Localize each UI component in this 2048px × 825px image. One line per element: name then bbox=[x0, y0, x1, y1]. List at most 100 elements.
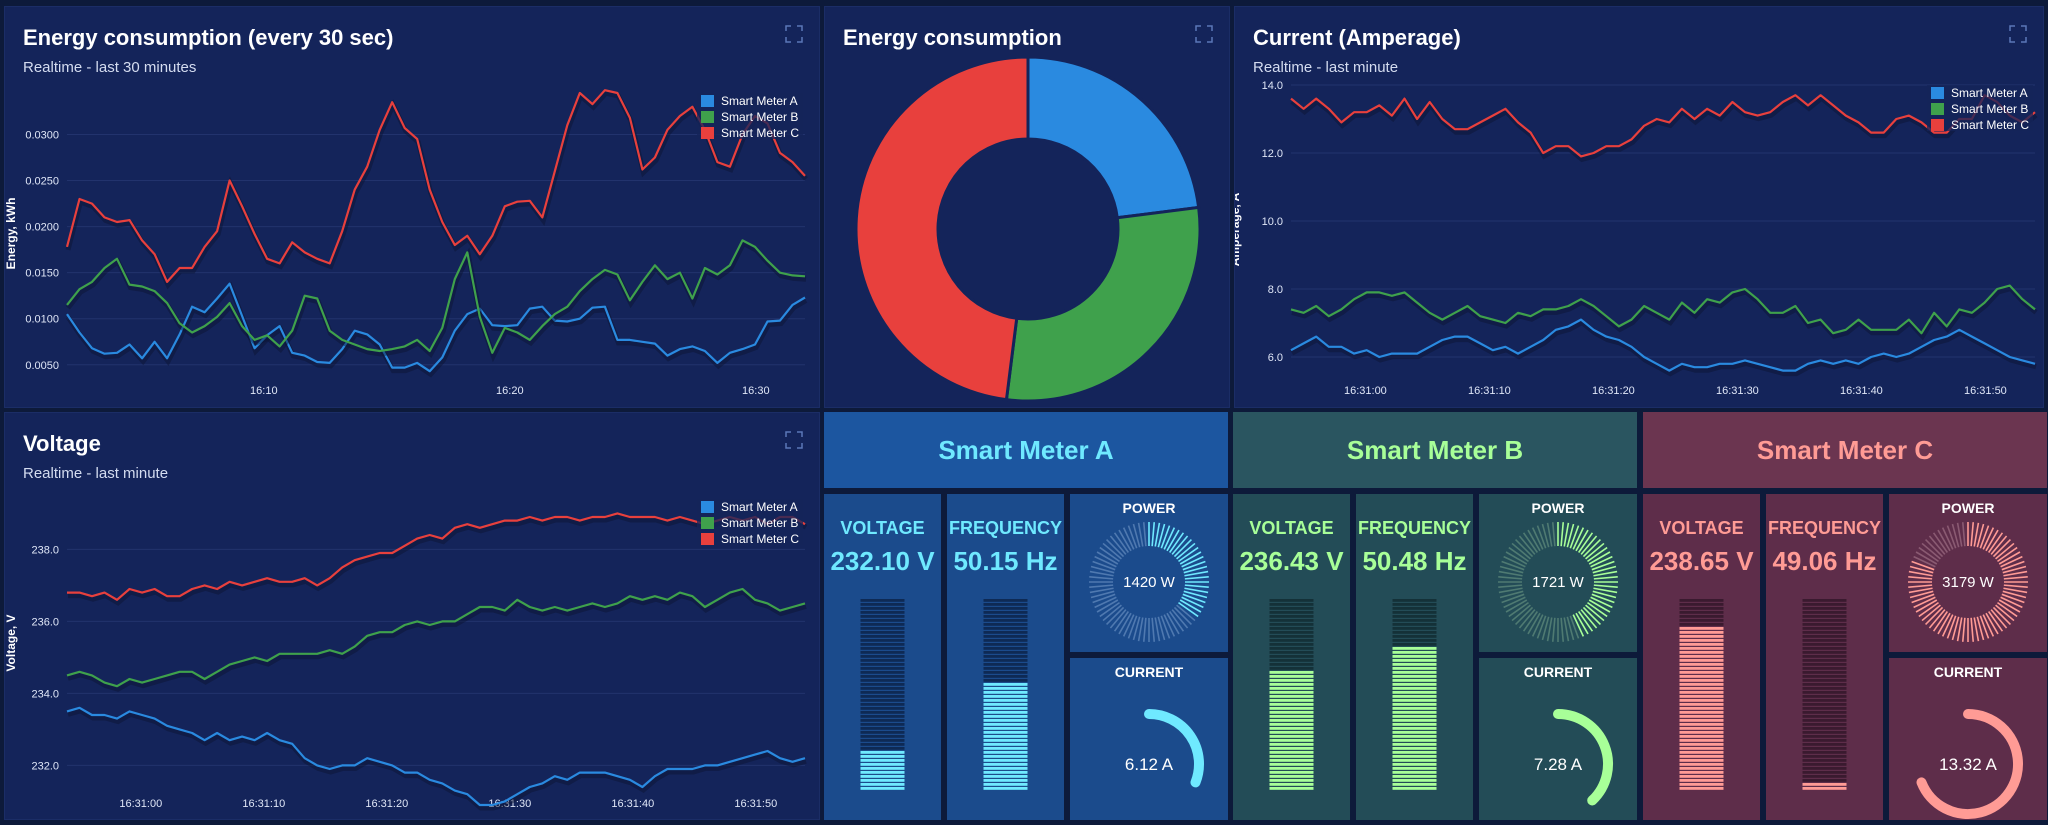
gauge-segment bbox=[1269, 679, 1314, 682]
y-tick-label: 232.0 bbox=[31, 760, 59, 772]
gauge-segment bbox=[983, 771, 1028, 774]
gauge-segment bbox=[860, 643, 905, 646]
gauge-tick bbox=[1511, 542, 1531, 560]
gauge-tick bbox=[1560, 617, 1565, 642]
frequency-label: FREQUENCY bbox=[1357, 518, 1471, 538]
gauge-segment bbox=[1269, 759, 1314, 762]
gauge-tick bbox=[2001, 593, 2025, 604]
gauge-tick bbox=[1531, 527, 1544, 550]
power-label: POWER bbox=[1122, 500, 1176, 516]
gauge-segment bbox=[1802, 783, 1847, 786]
gauge-tick bbox=[1908, 587, 1933, 594]
gauge-segment bbox=[1802, 671, 1847, 674]
gauge-segment bbox=[1802, 775, 1847, 778]
gauge-segment bbox=[1269, 695, 1314, 698]
gauge-tick bbox=[1168, 611, 1185, 632]
gauge-segment bbox=[1802, 711, 1847, 714]
gauge-tick bbox=[1563, 617, 1570, 642]
voltage-line-chart: 232.0 234.0 236.0 238.0 16:31:00 16:31:10 16:3… bbox=[5, 499, 808, 811]
gauge-tick bbox=[1593, 575, 1618, 580]
gauge-tick bbox=[1154, 522, 1161, 547]
gauge-tick bbox=[1909, 590, 1934, 599]
x-tick-label: 16:31:00 bbox=[119, 798, 162, 810]
expand-icon[interactable] bbox=[2009, 25, 2027, 43]
gauge-segment bbox=[860, 627, 905, 630]
gauge-segment bbox=[860, 695, 905, 698]
gauge-segment bbox=[1679, 707, 1724, 710]
gauge-segment bbox=[1269, 671, 1314, 674]
gauge-segment bbox=[983, 743, 1028, 746]
gauge-segment bbox=[1269, 727, 1314, 730]
gauge-tick bbox=[1915, 599, 1938, 613]
gauge-tick bbox=[1160, 615, 1171, 639]
gauge-segment bbox=[860, 635, 905, 638]
gauge-segment bbox=[983, 635, 1028, 638]
gauge-segment bbox=[983, 639, 1028, 642]
gauge-segment bbox=[1802, 647, 1847, 650]
y-tick-label: 6.0 bbox=[1268, 352, 1283, 364]
gauge-segment bbox=[1802, 695, 1847, 698]
gauge-segment bbox=[860, 763, 905, 766]
gauge-tick bbox=[1168, 532, 1185, 553]
gauge-tick bbox=[1560, 522, 1565, 547]
gauge-tick bbox=[2000, 555, 2023, 568]
gauge-tick bbox=[1913, 555, 1936, 568]
gauge-tick bbox=[1551, 617, 1556, 642]
expand-icon[interactable] bbox=[1195, 25, 1213, 43]
gauge-segment bbox=[1802, 787, 1847, 790]
gauge-tick bbox=[1527, 529, 1541, 552]
legend-label: Smart Meter C bbox=[721, 126, 799, 140]
gauge-tick bbox=[1998, 599, 2021, 613]
gauge-segment bbox=[1802, 667, 1847, 670]
gauge-segment bbox=[1392, 655, 1437, 658]
gauge-tick bbox=[1094, 596, 1117, 609]
gauge-segment bbox=[1392, 751, 1437, 754]
gauge-segment bbox=[983, 787, 1028, 790]
gauge-segment bbox=[1392, 663, 1437, 666]
gauge-segment bbox=[1679, 635, 1724, 638]
gauge-segment bbox=[860, 707, 905, 710]
legend-swatch bbox=[701, 501, 714, 513]
gauge-segment bbox=[860, 607, 905, 610]
gauge-segment bbox=[1679, 603, 1724, 606]
gauge-tick bbox=[1937, 529, 1951, 552]
power-gauge-box: POWER 1721 W bbox=[1479, 494, 1637, 652]
gauge-segment bbox=[983, 627, 1028, 630]
voltage-value: 238.65 V bbox=[1649, 546, 1754, 576]
gauge-tick bbox=[1992, 606, 2011, 625]
gauge-tick bbox=[1184, 587, 1209, 594]
meter-name: Smart Meter C bbox=[1643, 412, 2047, 488]
gauge-tick bbox=[1089, 570, 1114, 577]
gauge-tick bbox=[2002, 565, 2027, 574]
gauge-segment bbox=[983, 615, 1028, 618]
gauge-tick bbox=[1109, 609, 1127, 629]
gauge-tick bbox=[1575, 529, 1589, 552]
power-value: 1420 W bbox=[1123, 574, 1176, 591]
gauge-segment bbox=[860, 747, 905, 750]
gauge-segment bbox=[1802, 683, 1847, 686]
smart-meter-card: Smart Meter B VOLTAGE 236.43 V FREQUENCY 50.… bbox=[1233, 412, 1637, 820]
gauge-segment bbox=[1802, 635, 1847, 638]
legend-label: Smart Meter A bbox=[721, 500, 798, 514]
gauge-segment bbox=[983, 759, 1028, 762]
gauge-segment bbox=[1679, 775, 1724, 778]
gauge-tick bbox=[1518, 609, 1536, 629]
gauge-segment bbox=[1269, 767, 1314, 770]
gauge-segment bbox=[1679, 631, 1724, 634]
frequency-bar-gauge bbox=[983, 599, 1028, 790]
gauge-tick bbox=[1113, 532, 1130, 553]
expand-icon[interactable] bbox=[785, 25, 803, 43]
gauge-tick bbox=[1593, 587, 1618, 594]
gauge-tick bbox=[2003, 584, 2028, 589]
gauge-tick bbox=[1132, 616, 1141, 641]
voltage-gauge-box: VOLTAGE 236.43 V bbox=[1233, 494, 1350, 820]
gauge-tick bbox=[1921, 604, 1941, 622]
gauge-segment bbox=[1679, 727, 1724, 730]
gauge-segment bbox=[1802, 679, 1847, 682]
gauge-segment bbox=[1679, 647, 1724, 650]
series-line bbox=[67, 512, 806, 601]
expand-icon[interactable] bbox=[785, 431, 803, 449]
gauge-segment bbox=[1802, 675, 1847, 678]
gauge-tick bbox=[1569, 525, 1580, 549]
gauge-tick bbox=[2003, 570, 2028, 577]
